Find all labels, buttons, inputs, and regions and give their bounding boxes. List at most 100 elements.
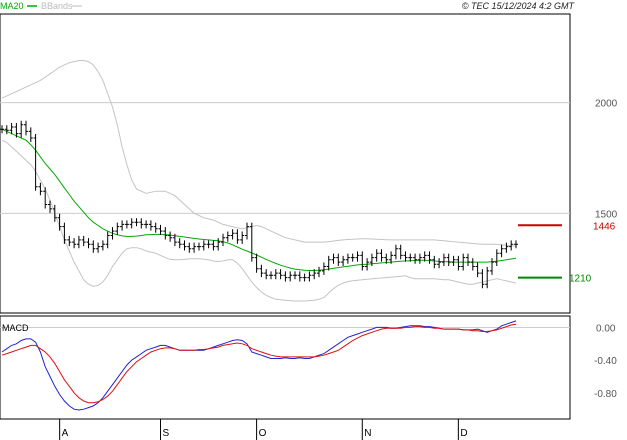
- legend-ma20-label: MA20: [0, 1, 24, 11]
- ohlc-bar: [28, 127, 33, 142]
- ohlc-bar: [408, 253, 413, 262]
- ohlc-bar: [341, 255, 346, 266]
- ohlc-bar: [321, 262, 326, 275]
- ohlc-bar: [129, 218, 134, 229]
- ohlc-bar: [297, 271, 302, 282]
- ohlc-bar: [33, 134, 38, 191]
- ohlc-bar: [38, 182, 43, 196]
- ma20-line: [1, 128, 517, 271]
- macd-tick-neg040: -0.40: [594, 356, 617, 367]
- ohlc-bar: [307, 271, 312, 282]
- ohlc-bar: [514, 240, 518, 249]
- macd-tick-0: 0.00: [596, 323, 616, 334]
- y-tick-2000: 2000: [595, 99, 618, 110]
- ohlc-bar: [326, 255, 331, 271]
- ohlc-bar: [0, 125, 4, 134]
- ohlc-bar: [374, 249, 379, 262]
- macd-line: [1, 320, 517, 411]
- credit-text: © TEC 15/12/2024 4:2 GMT: [462, 1, 576, 11]
- ohlc-bar: [4, 125, 9, 135]
- ohlc-bar: [470, 258, 475, 271]
- x-tick-label: A: [62, 428, 69, 439]
- ohlc-bar: [62, 222, 67, 244]
- ohlc-bar: [9, 123, 14, 135]
- bollinger-upper-band: [1, 60, 517, 247]
- macd-panel-frame: [0, 315, 571, 420]
- ohlc-bar: [461, 253, 466, 271]
- ohlc-bar: [441, 253, 446, 266]
- price-gridlines: [0, 102, 570, 214]
- ohlc-bar: [293, 271, 297, 280]
- ohlc-bar: [466, 253, 470, 266]
- ohlc-bar: [417, 253, 422, 264]
- ohlc-bar: [172, 233, 177, 247]
- ohlc-bar: [105, 231, 110, 249]
- ohlc-bar: [153, 222, 158, 233]
- ohlc-bar: [91, 240, 96, 253]
- y-tick-1500: 1500: [595, 209, 618, 220]
- ohlc-bar: [148, 220, 153, 231]
- ohlc-bar: [72, 238, 77, 249]
- ohlc-bar: [86, 238, 91, 249]
- ohlc-bar: [475, 262, 480, 278]
- ohlc-bar: [490, 258, 494, 275]
- ohlc-bar: [456, 255, 461, 271]
- legend-bbands-label: BBands: [41, 1, 73, 11]
- ohlc-bar: [43, 187, 48, 209]
- ohlc-bar: [336, 253, 341, 266]
- ohlc-bar: [124, 220, 129, 229]
- ohlc-bar: [240, 231, 245, 244]
- ohlc-bar: [216, 238, 221, 251]
- ohlc-bar: [312, 269, 317, 280]
- ohlc-bar: [504, 242, 509, 253]
- ohlc-bar: [19, 120, 24, 138]
- ohlc-bar: [403, 251, 408, 262]
- ohlc-bar: [264, 269, 269, 280]
- ohlc-bar: [331, 253, 336, 264]
- ohlc-bar: [134, 218, 139, 227]
- ohlc-bar: [389, 251, 394, 264]
- ohlc-bar: [100, 240, 105, 251]
- ohlc-bar: [81, 235, 86, 247]
- ohlc-bar: [254, 253, 259, 273]
- bollinger-lower-band: [1, 139, 517, 302]
- ohlc-bar: [14, 123, 19, 138]
- ohlc-bar: [317, 266, 321, 278]
- price-bars: [0, 120, 518, 289]
- ohlc-bar: [225, 231, 230, 242]
- macd-tick-neg080: -0.80: [594, 389, 617, 400]
- ohlc-bar: [168, 231, 173, 242]
- support-label: 1210: [569, 274, 592, 285]
- ohlc-bar: [206, 240, 211, 249]
- ohlc-bar: [437, 258, 442, 269]
- ohlc-bar: [369, 253, 374, 266]
- ohlc-bar: [182, 240, 187, 251]
- ohlc-bar: [52, 204, 57, 222]
- ohlc-bar: [96, 242, 101, 253]
- ohlc-bar: [110, 227, 115, 240]
- ohlc-bar: [139, 218, 144, 229]
- ohlc-bar: [67, 235, 72, 247]
- ohlc-bar: [451, 255, 456, 266]
- x-tick-label: N: [364, 428, 371, 439]
- ohlc-bar: [288, 271, 293, 282]
- ohlc-bar: [230, 229, 235, 240]
- macd-title: MACD: [2, 323, 29, 333]
- ohlc-bar: [360, 251, 365, 271]
- x-tick-label: S: [163, 428, 170, 439]
- ohlc-bar: [187, 242, 192, 253]
- ohlc-bar: [432, 255, 437, 269]
- ohlc-bar: [365, 258, 370, 271]
- ohlc-bar: [398, 244, 403, 260]
- ohlc-bar: [273, 269, 278, 280]
- ohlc-bar: [144, 220, 149, 229]
- ohlc-bar: [197, 242, 201, 251]
- ohlc-bar: [269, 271, 273, 280]
- ohlc-bar: [384, 253, 389, 264]
- ohlc-bar: [163, 227, 168, 240]
- ohlc-bar: [494, 249, 499, 266]
- ohlc-bar: [48, 200, 52, 213]
- x-tick-label: D: [460, 428, 467, 439]
- ohlc-bar: [211, 240, 216, 251]
